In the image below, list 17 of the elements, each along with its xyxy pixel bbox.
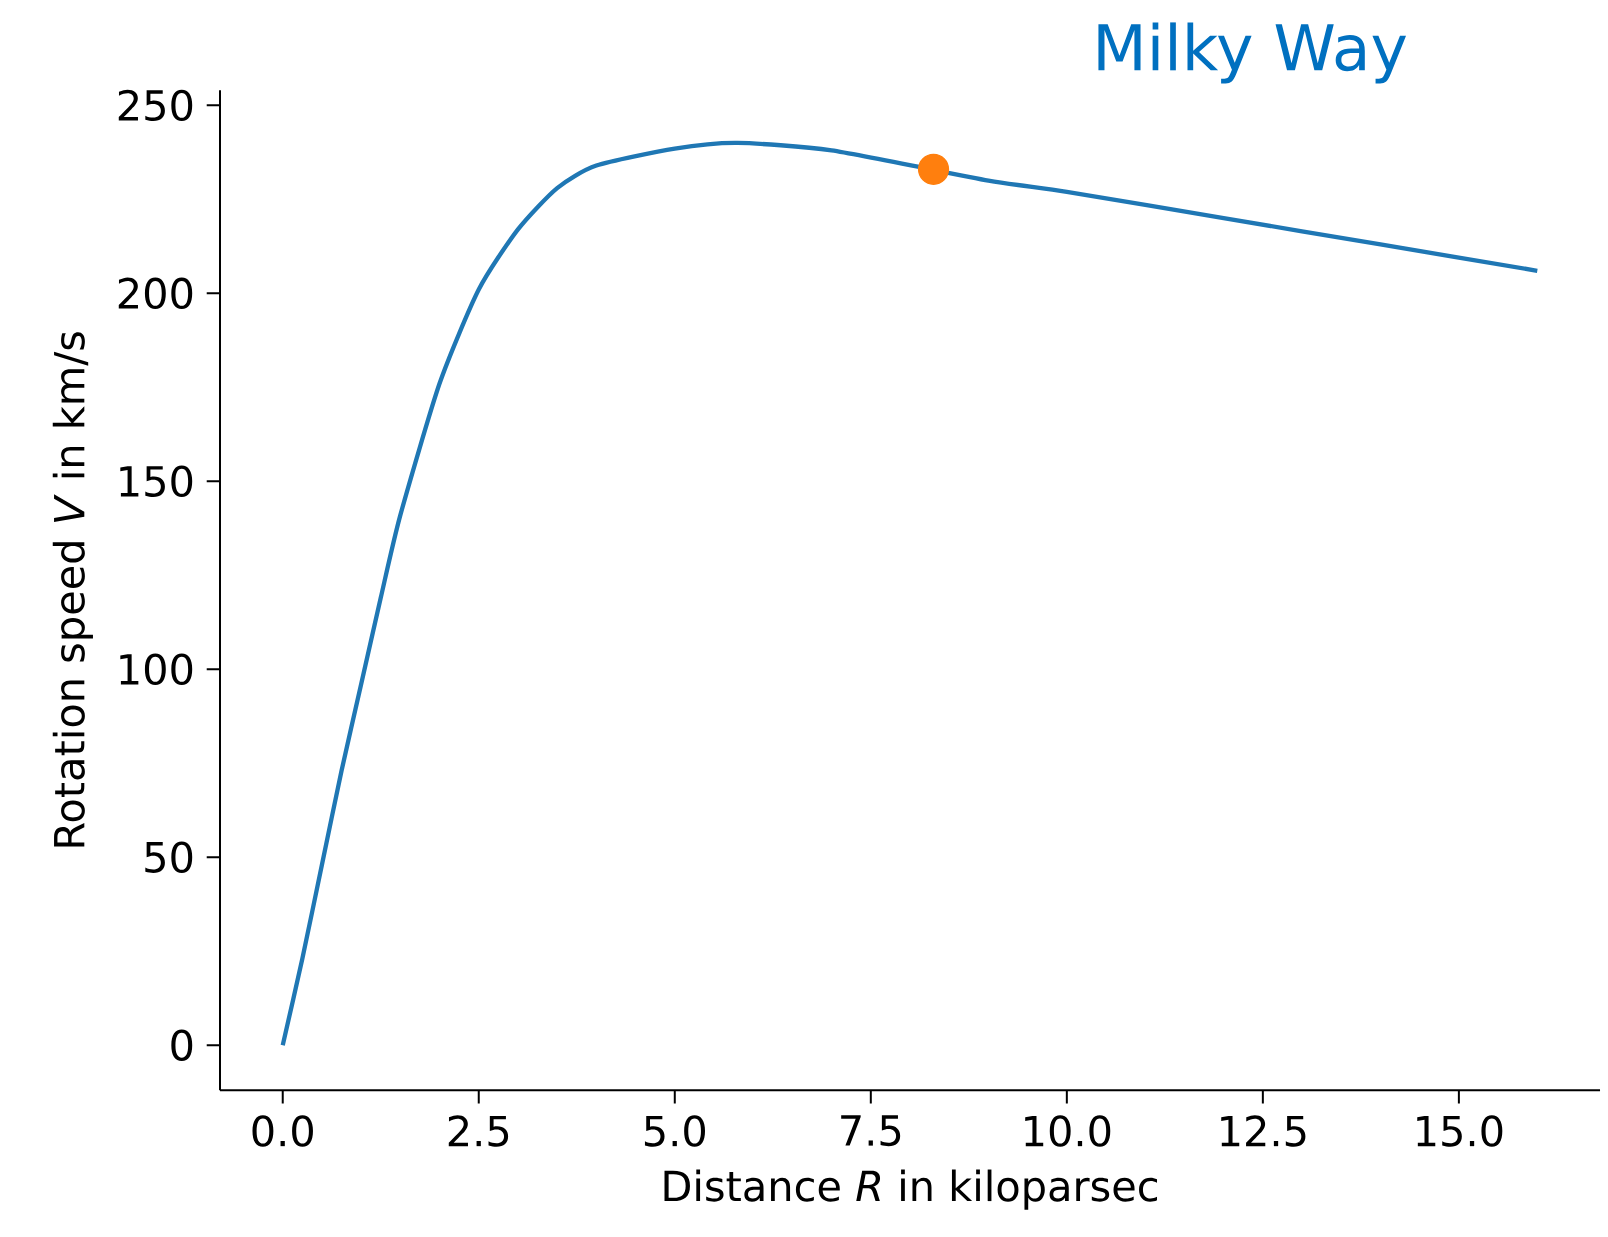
x-tick-label: 0.0 — [252, 1115, 313, 1147]
y-tick-label: 250 — [118, 89, 193, 122]
x-tick-label: 10.0 — [1025, 1115, 1111, 1147]
y-tick-label: 0 — [171, 1029, 193, 1061]
y-axis-title: Rotation speed V in km/s — [52, 332, 93, 847]
x-tick-label: 5.0 — [644, 1115, 706, 1147]
x-tick-label: 15.0 — [1417, 1115, 1503, 1147]
x-axis-title: Distance R in kiloparsec — [664, 1169, 1158, 1210]
line-series — [280, 140, 1540, 1048]
x-tick-label: 7.5 — [841, 1115, 901, 1147]
y-tick-label: 100 — [120, 653, 193, 685]
chart-title: Milky Way — [1098, 22, 1407, 84]
x-tick-label: 12.5 — [1221, 1115, 1306, 1147]
x-tick-label: 2.5 — [448, 1115, 509, 1147]
y-tick-label: 150 — [120, 465, 193, 497]
y-tick-label: 200 — [118, 277, 193, 310]
y-tick-label: 50 — [145, 841, 193, 873]
